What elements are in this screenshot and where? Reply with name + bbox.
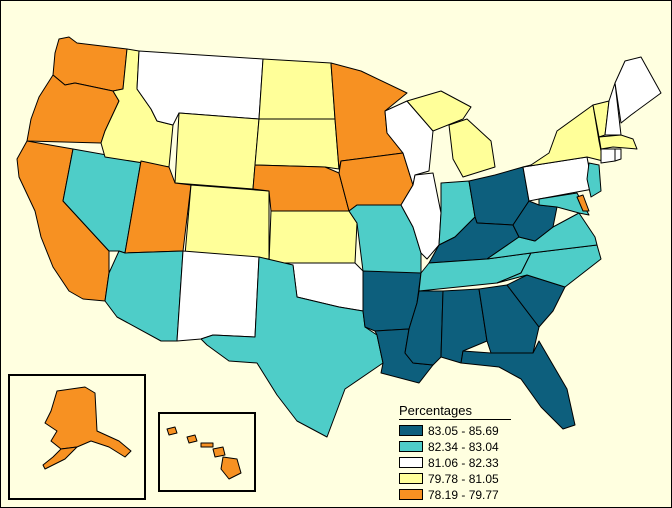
state-ak <box>44 386 132 458</box>
legend-swatch <box>399 473 423 484</box>
state-hi-big <box>220 456 242 480</box>
legend-swatch <box>399 489 423 500</box>
state-mt <box>136 50 264 126</box>
state-fl <box>460 340 576 430</box>
state-mi <box>406 90 472 132</box>
legend-label: 83.05 - 85.69 <box>428 423 499 438</box>
legend-item: 81.06 - 82.33 <box>399 455 511 470</box>
state-ct <box>600 148 616 164</box>
legend-title: Percentages <box>399 403 511 420</box>
state-wv <box>512 200 558 242</box>
state-mi-lower <box>448 118 496 178</box>
state-hi-oahu <box>186 434 198 444</box>
state-hi-kauai <box>166 426 178 436</box>
state-me <box>614 56 662 124</box>
state-sc <box>506 274 566 328</box>
legend-swatch <box>399 425 423 436</box>
state-de <box>576 194 590 212</box>
state-nj <box>586 162 602 198</box>
legend-label: 79.78 - 81.05 <box>428 471 499 486</box>
legend-label: 82.34 - 83.04 <box>428 439 499 454</box>
state-nc <box>496 244 602 288</box>
alaska-inset-frame <box>8 374 146 500</box>
state-az <box>104 250 184 342</box>
state-md <box>538 192 590 216</box>
state-wa <box>52 36 128 92</box>
legend-label: 81.06 - 82.33 <box>428 455 499 470</box>
state-ma <box>598 134 638 150</box>
state-ri <box>614 148 622 162</box>
state-ak-peninsula <box>42 446 78 470</box>
state-sd <box>254 118 340 170</box>
legend-label: 78.19 - 79.77 <box>428 487 499 502</box>
legend-swatch <box>399 457 423 468</box>
legend-item: 83.05 - 85.69 <box>399 423 511 438</box>
state-co <box>184 184 270 260</box>
state-wy <box>174 112 260 190</box>
state-hi-maui <box>212 446 226 458</box>
legend-item: 79.78 - 81.05 <box>399 471 511 486</box>
state-nd <box>258 58 336 120</box>
legend-item: 82.34 - 83.04 <box>399 439 511 454</box>
state-ks <box>268 210 358 264</box>
state-hi-molokai <box>200 442 214 448</box>
legend-swatch <box>399 441 423 452</box>
state-mo <box>348 204 422 274</box>
state-nm <box>176 250 260 342</box>
legend-item: 78.19 - 79.77 <box>399 487 511 502</box>
state-ny <box>522 104 604 168</box>
state-tx <box>200 256 384 438</box>
hawaii-inset-frame <box>158 412 256 492</box>
state-ia <box>338 152 414 212</box>
legend: Percentages 83.05 - 85.69 82.34 - 83.04 … <box>399 403 511 503</box>
state-il <box>400 172 442 260</box>
